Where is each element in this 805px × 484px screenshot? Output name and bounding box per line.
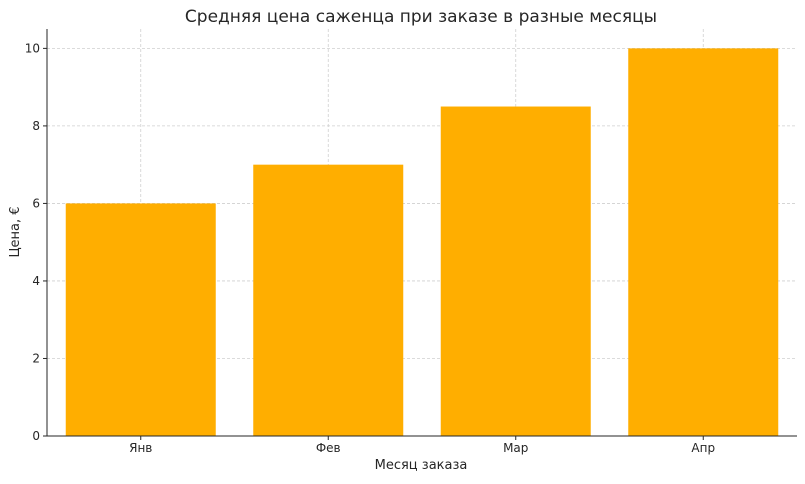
y-ticks: 0 2 4 6 8 10 xyxy=(25,41,47,443)
x-tick-label: Мар xyxy=(503,441,528,455)
x-tick-label: Апр xyxy=(691,441,715,455)
bar xyxy=(253,164,404,436)
x-tick-label: Янв xyxy=(129,441,152,455)
axes xyxy=(46,29,797,437)
y-tick-label: 2 xyxy=(32,351,40,365)
y-tick-label: 10 xyxy=(25,41,40,55)
x-axis-label: Месяц заказа xyxy=(375,458,468,473)
y-axis-label: Цена, € xyxy=(8,206,23,257)
x-tick-label: Фев xyxy=(316,441,341,455)
bar xyxy=(440,106,591,437)
bars xyxy=(65,48,779,437)
x-ticks: Янв Фев Мар Апр xyxy=(129,436,715,455)
bar xyxy=(65,203,216,436)
y-tick-label: 6 xyxy=(32,196,40,210)
y-tick-label: 4 xyxy=(32,274,40,288)
chart-title: Средняя цена саженца при заказе в разные… xyxy=(185,7,657,27)
y-tick-label: 0 xyxy=(32,429,40,443)
y-tick-label: 8 xyxy=(32,119,40,133)
bar xyxy=(628,48,779,436)
